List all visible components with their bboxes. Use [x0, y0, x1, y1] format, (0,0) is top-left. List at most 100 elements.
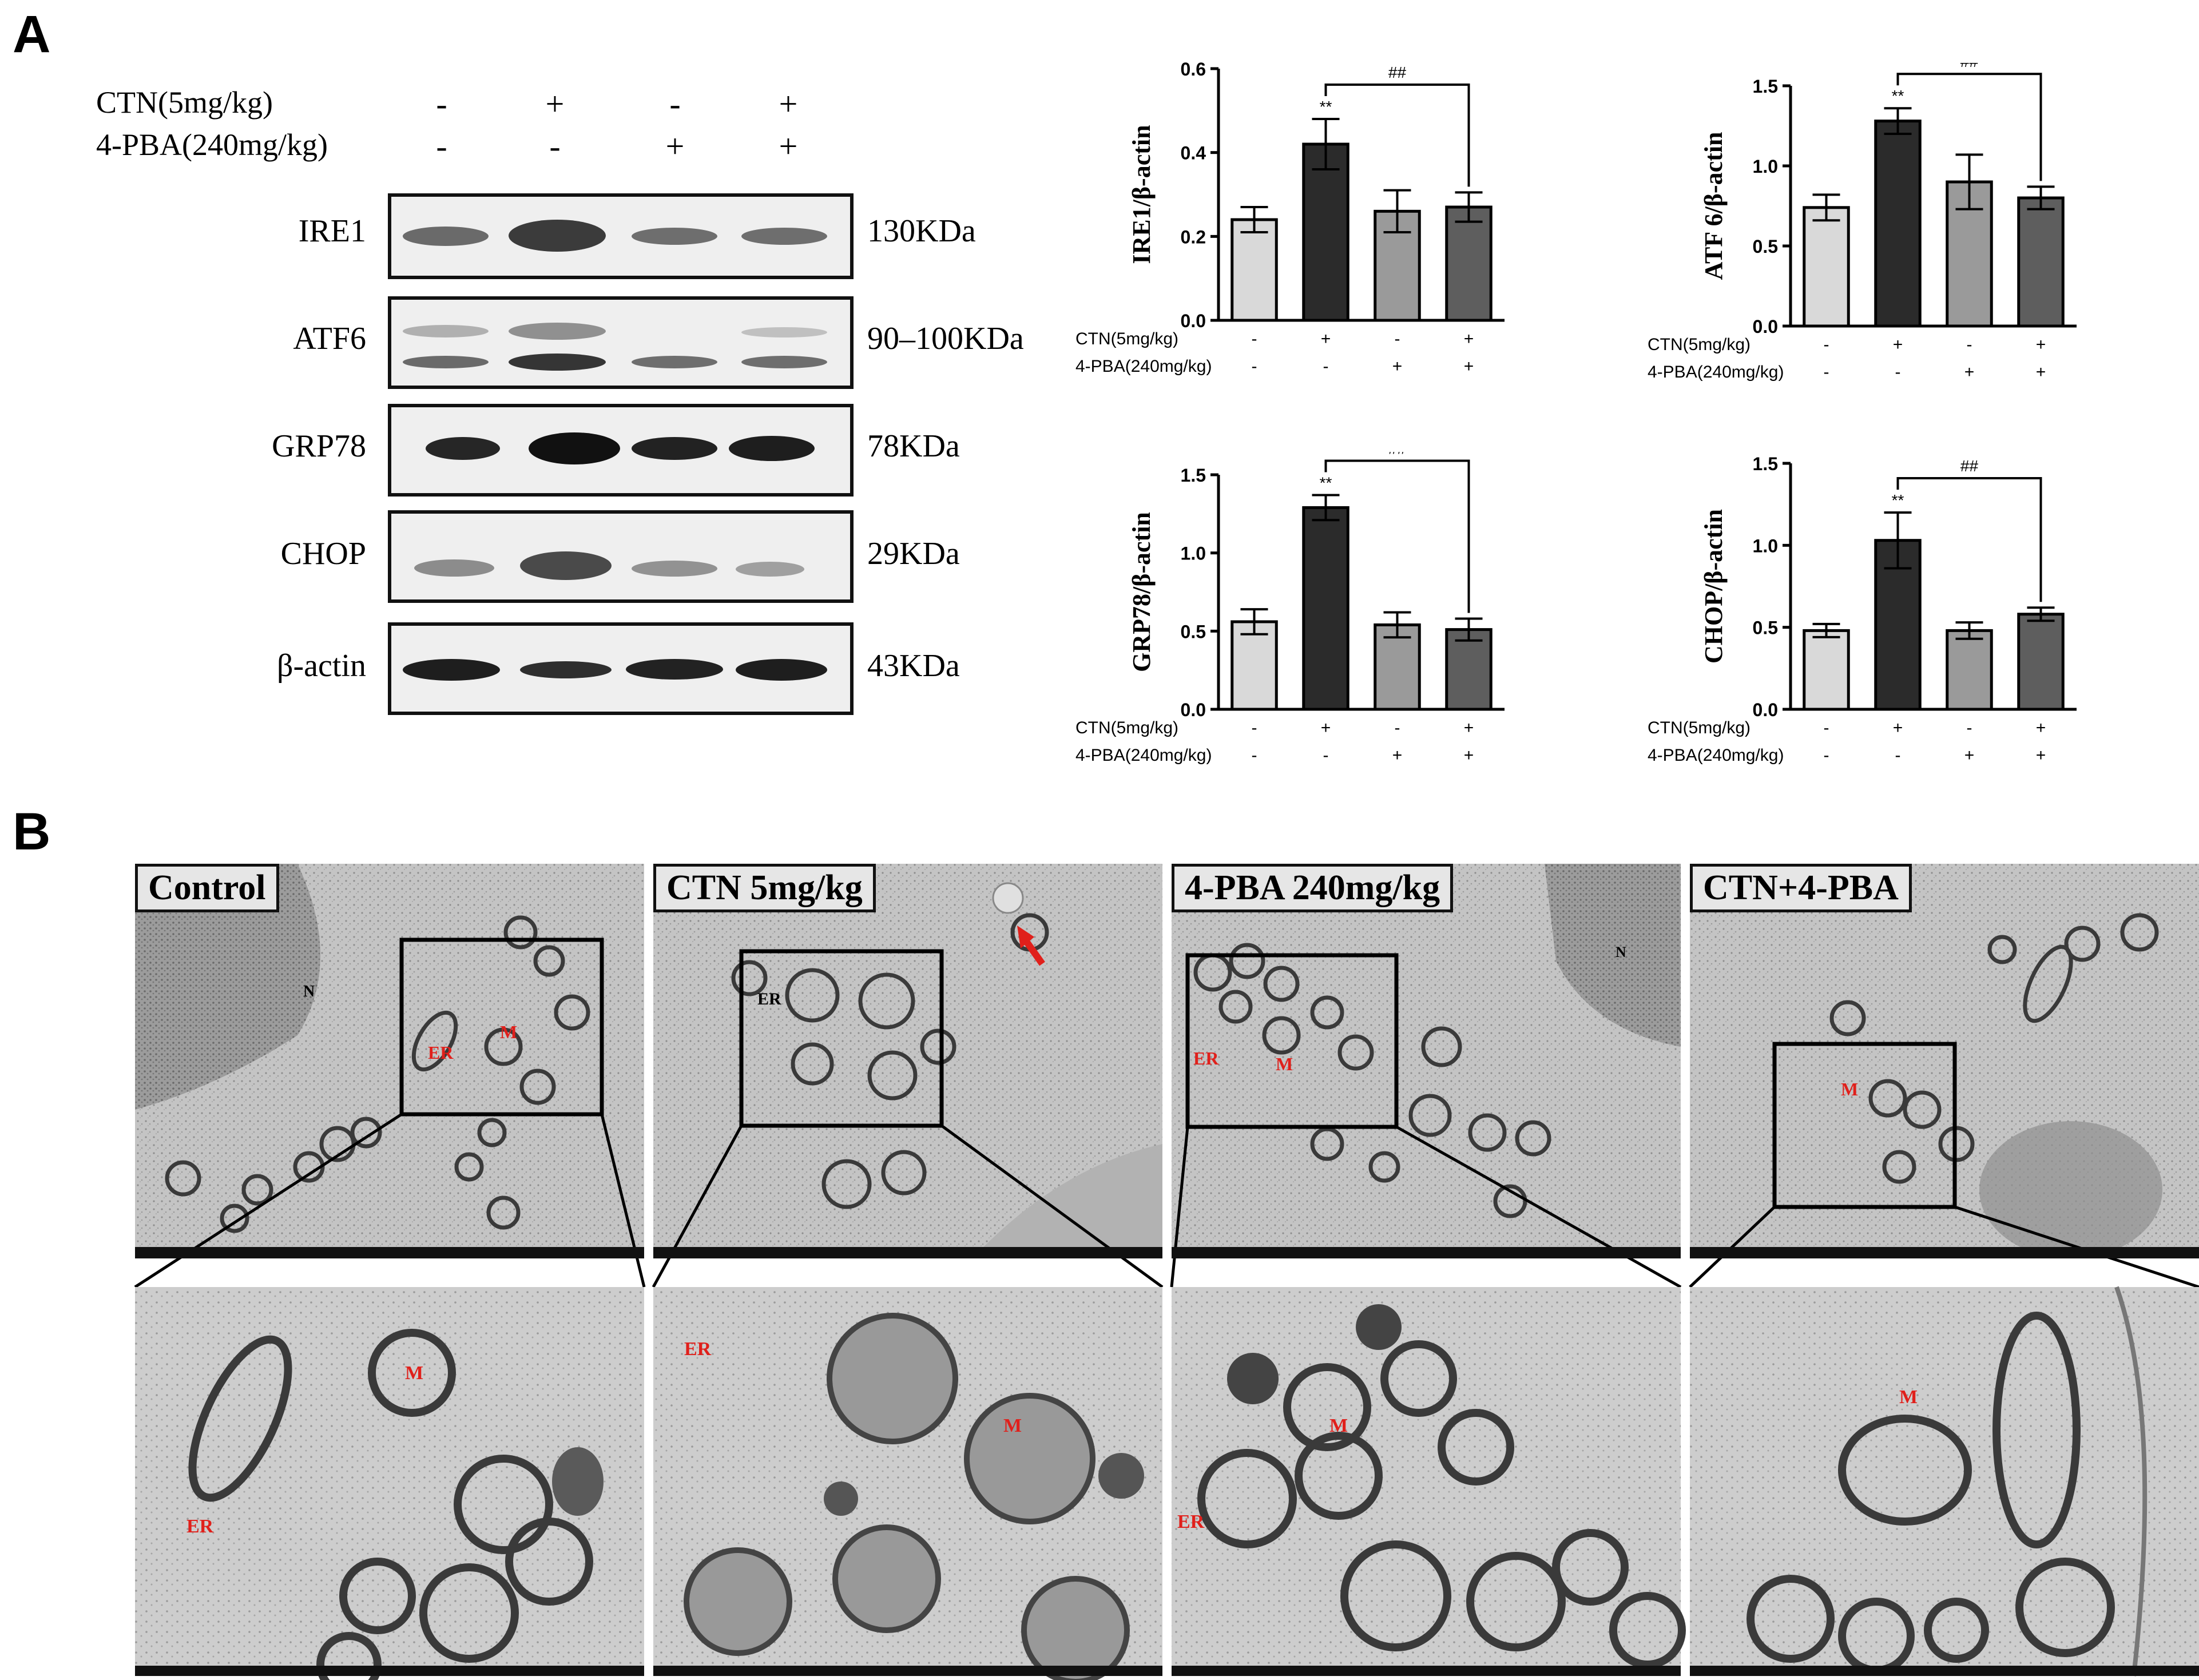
blot-label-beta-actin: β-actin [277, 648, 366, 684]
x-sign: - [1967, 335, 1972, 354]
blot-band [632, 228, 717, 245]
x-sign: - [1323, 357, 1329, 376]
tem-figure [134, 864, 2199, 1680]
x-sign: - [1967, 718, 1972, 737]
annot-n: N [303, 983, 315, 1000]
x-row-label: CTN(5mg/kg) [1648, 718, 1751, 737]
chart-chop: 0.0 0.5 1.0 1.5 CHOP/β-actin - - + - - + + + CTN(5mg/… [1648, 454, 2077, 765]
x-sign: + [1964, 746, 1975, 765]
annot-er: ER [186, 1516, 214, 1537]
y-tick-label: 1.0 [1753, 535, 1778, 556]
x-sign: - [1252, 746, 1257, 765]
tem-ctn-bottom [653, 1287, 1162, 1680]
panel-b-letter: B [13, 803, 51, 861]
ctn-sign: - [669, 85, 681, 122]
x-sign: + [2036, 746, 2046, 765]
blot-kda-beta-actin: 43KDa [867, 648, 960, 684]
blot-label-chop: CHOP [280, 536, 366, 571]
x-sign: - [1252, 718, 1257, 737]
comparison-bracket [1324, 84, 1470, 187]
y-tick-label: 1.0 [1181, 543, 1206, 564]
blot-band [426, 437, 500, 460]
blot-band [632, 561, 717, 577]
blot-band [632, 356, 717, 368]
x-row-label: CTN(5mg/kg) [1648, 335, 1751, 354]
blot-kda-ire1: 130KDa [867, 213, 976, 249]
ctn-sign: + [545, 85, 565, 122]
annot-m: M [1003, 1415, 1022, 1436]
bar [1803, 629, 1850, 711]
blot-kda-atf6: 90–100KDa [867, 321, 1024, 356]
tem-label-ctn: CTN 5mg/kg [653, 864, 876, 912]
blot-band [736, 659, 827, 681]
bar [1445, 628, 1493, 711]
bar [2017, 613, 2065, 711]
annot-er: ER [428, 1042, 454, 1063]
bar [1302, 142, 1349, 322]
annot-m: M [1276, 1054, 1293, 1074]
x-sign: + [1464, 357, 1474, 376]
pba-sign: - [549, 128, 561, 165]
tem-combo-top [1690, 864, 2199, 1258]
blot-atf6 [388, 296, 854, 389]
blot-band [626, 659, 723, 680]
blot-label-atf6: ATF6 [293, 321, 366, 356]
y-axis-label: IRE1/β-actin [1128, 125, 1156, 264]
x-sign: - [1895, 363, 1901, 382]
ctn-treatment-label: CTN(5mg/kg) [96, 85, 273, 120]
blot-band [403, 659, 500, 681]
y-tick-label: 0.5 [1181, 621, 1206, 642]
annot-er: ER [684, 1339, 712, 1360]
x-row-label: 4-PBA(240mg/kg) [1075, 746, 1212, 765]
blot-band [520, 661, 612, 678]
annot-er: ER [1193, 1048, 1219, 1069]
annot-m: M [1329, 1415, 1348, 1436]
y-tick-label: 0.0 [1181, 700, 1206, 720]
tem-pba-top [1172, 864, 1681, 1258]
y-tick-label: 0.4 [1181, 143, 1206, 164]
bar [1874, 120, 1922, 328]
x-sign: + [1464, 329, 1474, 348]
comparison-bracket [1896, 73, 2042, 181]
comparison-bracket [1324, 459, 1470, 613]
x-sign: - [1252, 357, 1257, 376]
tem-ctn-top [653, 864, 1162, 1258]
comparison-marker: ## [1388, 63, 1407, 81]
ctn-sign: + [779, 85, 798, 122]
blot-kda-grp78: 78KDa [867, 428, 960, 464]
pba-sign: + [665, 128, 685, 165]
y-tick-label: 1.0 [1753, 156, 1778, 177]
x-sign: + [1464, 718, 1474, 737]
comparison-marker: ## [1960, 457, 1979, 475]
annot-n: N [1615, 944, 1626, 960]
x-sign: + [1464, 746, 1474, 765]
tem-combo-bottom [1690, 1286, 2199, 1677]
blot-band [741, 327, 827, 337]
blot-beta-actin [388, 622, 854, 715]
x-sign: + [2036, 363, 2046, 382]
x-sign: - [1824, 718, 1829, 737]
blot-band [509, 354, 606, 371]
bar [1803, 206, 1850, 328]
x-sign: + [1321, 329, 1331, 348]
comparison-marker: ## [1960, 63, 1979, 70]
x-sign: + [1893, 335, 1903, 354]
y-tick-label: 1.5 [1181, 465, 1206, 486]
chart-grp78: 0.0 0.5 1.0 1.5 GRP78/β-actin - - + - - + + + CTN(5mg… [1075, 452, 1505, 765]
x-sign: + [1392, 357, 1403, 376]
significance-marker: ** [1892, 491, 1904, 509]
blot-label-ire1: IRE1 [298, 213, 366, 249]
tem-label-pba: 4-PBA 240mg/kg [1172, 864, 1454, 912]
y-axis-label: CHOP/β-actin [1700, 509, 1728, 664]
x-row-label: 4-PBA(240mg/kg) [1648, 746, 1784, 765]
y-tick-label: 0.5 [1753, 236, 1778, 257]
pba-treatment-label: 4-PBA(240mg/kg) [96, 128, 328, 162]
x-sign: + [1321, 718, 1331, 737]
x-sign: - [1323, 746, 1329, 765]
x-sign: + [1392, 746, 1403, 765]
annot-er: ER [757, 990, 781, 1008]
y-tick-label: 1.5 [1753, 454, 1778, 474]
bar [1231, 218, 1278, 322]
annot-m: M [1841, 1079, 1859, 1099]
significance-marker: ** [1892, 87, 1904, 105]
